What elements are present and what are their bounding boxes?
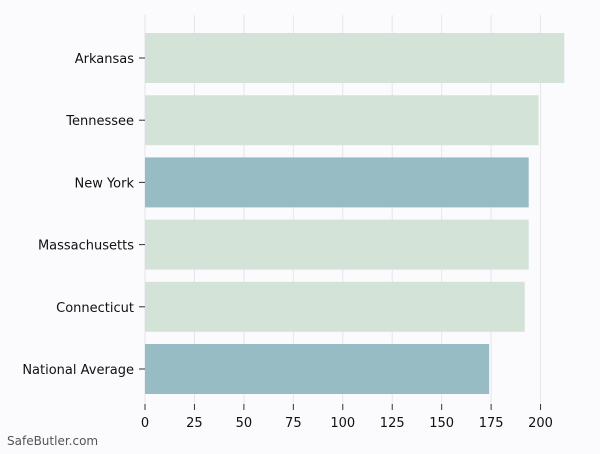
bar-connecticut: [145, 281, 525, 332]
x-tick-label: 25: [186, 416, 203, 431]
y-axis-labels: Arkansas Tennessee New York Massachusetts Co…: [22, 52, 145, 378]
y-tick-label: National Average: [22, 363, 134, 378]
bar-arkansas: [145, 33, 565, 83]
watermark-text: SafeButler.com: [7, 434, 99, 448]
x-tick-label: 50: [236, 416, 253, 431]
bar-tennessee: [145, 95, 539, 146]
x-tick-label: 200: [528, 416, 553, 431]
bar-massachusetts: [145, 219, 529, 270]
bar-new-york: [145, 157, 529, 208]
y-tick-label: Tennessee: [65, 114, 134, 129]
x-tick-label: 100: [330, 416, 355, 431]
y-tick-label: Massachusetts: [38, 239, 134, 254]
x-axis-labels: 0 25 50 75 100 125 150 175 200: [141, 404, 553, 431]
x-tick-label: 175: [479, 416, 504, 431]
y-tick-label: Connecticut: [56, 301, 134, 316]
bar-national-average: [145, 344, 490, 394]
x-tick-label: 150: [429, 416, 454, 431]
bars: [145, 33, 565, 394]
x-tick-label: 125: [380, 416, 405, 431]
x-tick-label: 75: [285, 416, 302, 431]
x-tick-label: 0: [141, 416, 149, 431]
y-tick-label: Arkansas: [75, 52, 134, 67]
y-tick-label: New York: [74, 176, 134, 191]
